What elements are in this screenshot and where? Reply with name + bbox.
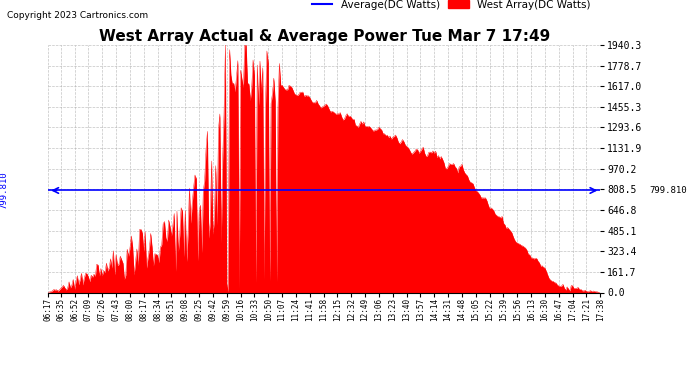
Title: West Array Actual & Average Power Tue Mar 7 17:49: West Array Actual & Average Power Tue Ma… xyxy=(99,29,550,44)
Text: 799.810: 799.810 xyxy=(0,172,8,209)
Text: Copyright 2023 Cartronics.com: Copyright 2023 Cartronics.com xyxy=(7,11,148,20)
Text: 799.810: 799.810 xyxy=(649,186,687,195)
Legend: Average(DC Watts), West Array(DC Watts): Average(DC Watts), West Array(DC Watts) xyxy=(308,0,595,14)
